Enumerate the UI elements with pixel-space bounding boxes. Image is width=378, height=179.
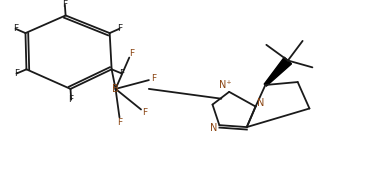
Text: F: F [118,118,123,127]
Text: N: N [257,98,264,108]
Text: F: F [13,24,18,33]
Text: N: N [210,123,217,133]
Text: F: F [117,24,122,33]
Text: N⁺: N⁺ [219,80,232,90]
Text: F: F [68,95,74,104]
Text: F: F [62,0,67,9]
Text: B: B [112,84,119,94]
Text: F: F [119,69,124,78]
Text: F: F [151,74,156,83]
Text: F: F [14,69,19,78]
Text: F: F [142,108,147,117]
Polygon shape [264,57,291,86]
Text: F: F [129,49,134,58]
